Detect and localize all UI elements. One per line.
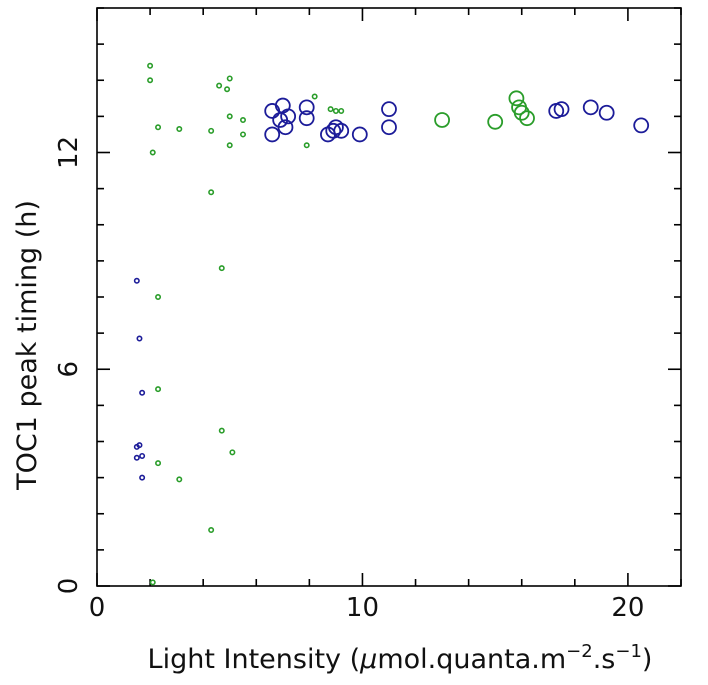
x-tick-label: 20: [611, 593, 644, 623]
data-point: [147, 62, 154, 69]
x-axis-label-unit: mol.quanta.m: [377, 644, 566, 675]
data-point: [149, 579, 156, 586]
data-point: [303, 142, 310, 149]
data-point: [155, 293, 162, 300]
data-point: [218, 427, 225, 434]
data-point: [351, 126, 368, 143]
data-point: [264, 126, 281, 143]
plot-border: [96, 7, 682, 587]
data-point: [381, 119, 397, 136]
data-point: [218, 265, 225, 272]
x-axis-label-sup1: −2: [566, 641, 593, 662]
data-point: [176, 126, 183, 133]
data-point: [325, 122, 342, 139]
data-point: [226, 113, 233, 120]
data-point: [147, 77, 154, 84]
data-point: [240, 131, 247, 138]
y-axis-label: TOC1 peak timing (h): [12, 200, 43, 491]
data-point: [155, 460, 162, 467]
data-point: [224, 86, 231, 93]
data-point: [155, 386, 162, 393]
data-point: [598, 104, 615, 121]
data-point: [277, 119, 294, 136]
data-point: [136, 335, 143, 342]
x-tick-label: 10: [346, 593, 379, 623]
data-point: [519, 110, 535, 127]
data-point: [216, 82, 223, 89]
data-point: [298, 99, 315, 116]
data-point: [229, 449, 236, 456]
data-point: [513, 104, 530, 121]
data-point: [633, 117, 650, 134]
y-tick-label: 0: [54, 578, 84, 595]
data-point: [434, 112, 450, 128]
x-axis-label-sup2: −1: [615, 641, 642, 662]
series-0: [147, 62, 535, 586]
data-point: [333, 122, 350, 139]
x-axis-label-mid: .s: [593, 644, 616, 675]
x-axis-label-close: ): [642, 644, 653, 675]
x-axis-label-main: Light Intensity (: [148, 644, 361, 675]
data-point: [327, 106, 334, 113]
data-point: [208, 189, 215, 196]
data-point: [332, 107, 339, 114]
data-point: [240, 116, 247, 123]
data-point: [508, 90, 525, 107]
data-point: [139, 452, 146, 459]
data-point: [155, 124, 162, 131]
data-point: [176, 476, 183, 483]
data-point: [280, 108, 297, 125]
data-point: [149, 149, 156, 156]
series-1: [133, 97, 650, 481]
data-point: [226, 75, 233, 82]
axis-tick-labels: 0 10 20 0 6 12: [54, 136, 644, 623]
data-point: [338, 107, 345, 114]
data-point: [139, 389, 146, 396]
data-point: [487, 113, 504, 130]
plot-frame: [96, 7, 682, 587]
data-point: [226, 142, 233, 149]
data-point: [298, 110, 315, 127]
data-point: [136, 442, 143, 449]
data-point: [381, 101, 397, 118]
x-axis-label-mu: μ: [359, 644, 377, 675]
data-point: [311, 93, 318, 100]
data-point: [208, 527, 215, 534]
y-tick-label: 6: [54, 361, 84, 378]
data-point: [133, 454, 140, 461]
x-axis-label: Light Intensity (μmol.quanta.m−2.s−1): [148, 641, 653, 675]
data-point: [582, 99, 599, 116]
data-point: [553, 101, 570, 118]
data-point: [133, 277, 140, 284]
y-tick-label: 12: [54, 136, 84, 169]
x-tick-label: 0: [89, 593, 106, 623]
axis-ticks: [96, 7, 682, 587]
data-point: [208, 127, 215, 134]
data-point: [139, 474, 146, 481]
data-points: [133, 62, 650, 586]
